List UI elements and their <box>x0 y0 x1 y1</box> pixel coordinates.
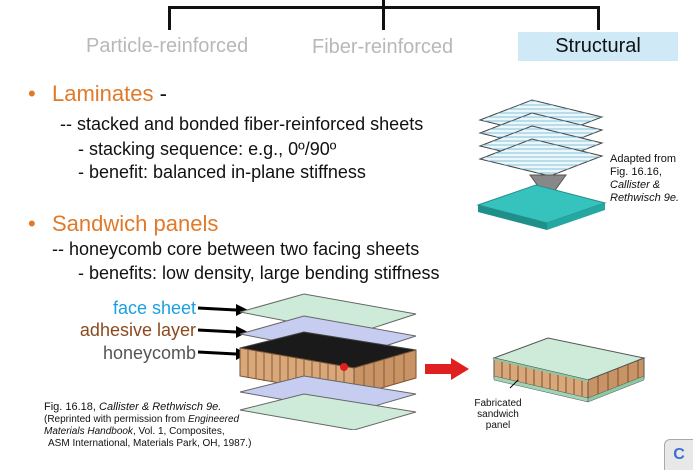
fabricated-panel-diagram <box>492 337 646 403</box>
sandwich-exploded-diagram <box>197 293 417 430</box>
right-arrow-icon <box>425 358 469 380</box>
caption-handbook-title: Materials Handbook <box>44 426 133 437</box>
caption-handbook: Engineered <box>187 414 240 425</box>
sandwich-heading: Sandwich panels <box>52 211 219 236</box>
tree-mid-leg <box>382 0 385 30</box>
corner-button[interactable]: C <box>664 439 693 470</box>
category-fiber-reinforced: Fiber-reinforced <box>312 36 454 58</box>
laminates-caption: Adapted from Fig. 16.16, Callister & Ret… <box>610 153 693 205</box>
adhesive-layer-label: adhesive layer <box>79 320 196 340</box>
laminate-diagram <box>476 99 607 230</box>
face-sheet-label: face sheet <box>112 298 196 318</box>
face-sheet-bottom <box>239 393 417 430</box>
laminates-line-1: -- stacked and bonded fiber-reinforced s… <box>60 114 424 134</box>
laminates-dash: - <box>159 81 167 106</box>
sandwich-line-1: -- honeycomb core between two facing she… <box>52 239 420 259</box>
laminate-sheet <box>478 138 604 177</box>
category-particle-reinforced: Particle-reinforced <box>86 35 249 57</box>
laminates-title: Laminates <box>52 81 154 106</box>
honeycomb-label: honeycomb <box>102 343 196 363</box>
tree-right-leg <box>597 6 600 30</box>
sandwich-caption: Fig. 16.18, Callister & Rethwisch 9e. (R… <box>44 401 304 450</box>
bullet-dot: • <box>28 81 36 106</box>
category-structural: Structural <box>518 32 678 61</box>
sandwich-line-2: - benefits: low density, large bending s… <box>78 263 440 283</box>
caption-volume: , Vol. 1, Composites, <box>132 426 225 437</box>
fabricated-label-line: panel <box>485 420 511 431</box>
caption-line: ASM International, Materials Park, OH, 1… <box>48 438 252 449</box>
laminates-heading: Laminates - <box>52 81 167 107</box>
fabricated-panel-label: Fabricated sandwich panel <box>466 398 530 431</box>
fabricated-label-line: Fabricated <box>474 398 522 409</box>
pointer-arrow-icon <box>197 326 248 338</box>
caption-line: Adapted from <box>610 153 677 165</box>
caption-line: Materials Handbook, Vol. 1, Composites, <box>44 426 304 438</box>
tree-left-leg <box>168 6 171 30</box>
bullet-dot: • <box>28 211 36 236</box>
laminate-plate <box>476 184 607 230</box>
caption-line: (Reprinted with permission from Engineer… <box>44 414 304 426</box>
caption-reprint: (Reprinted with permission from <box>44 414 188 425</box>
caption-line: Callister & <box>610 179 661 191</box>
fabricated-label-line: sandwich <box>477 409 519 420</box>
caption-line: Fig. 16.18, Callister & Rethwisch 9e. <box>44 401 304 414</box>
caption-line: Fig. 16.16, <box>610 166 662 178</box>
pointer-arrow-icon <box>197 304 248 316</box>
caption-line: Rethwisch 9e. <box>610 192 680 204</box>
caption-fig: Fig. 16.18, <box>44 401 96 413</box>
caption-authors: Callister & Rethwisch 9e. <box>99 401 222 413</box>
laminates-line-2: - stacking sequence: e.g., 0º/90º <box>78 139 337 159</box>
laminates-line-3: - benefit: balanced in-plane stiffness <box>78 162 366 182</box>
